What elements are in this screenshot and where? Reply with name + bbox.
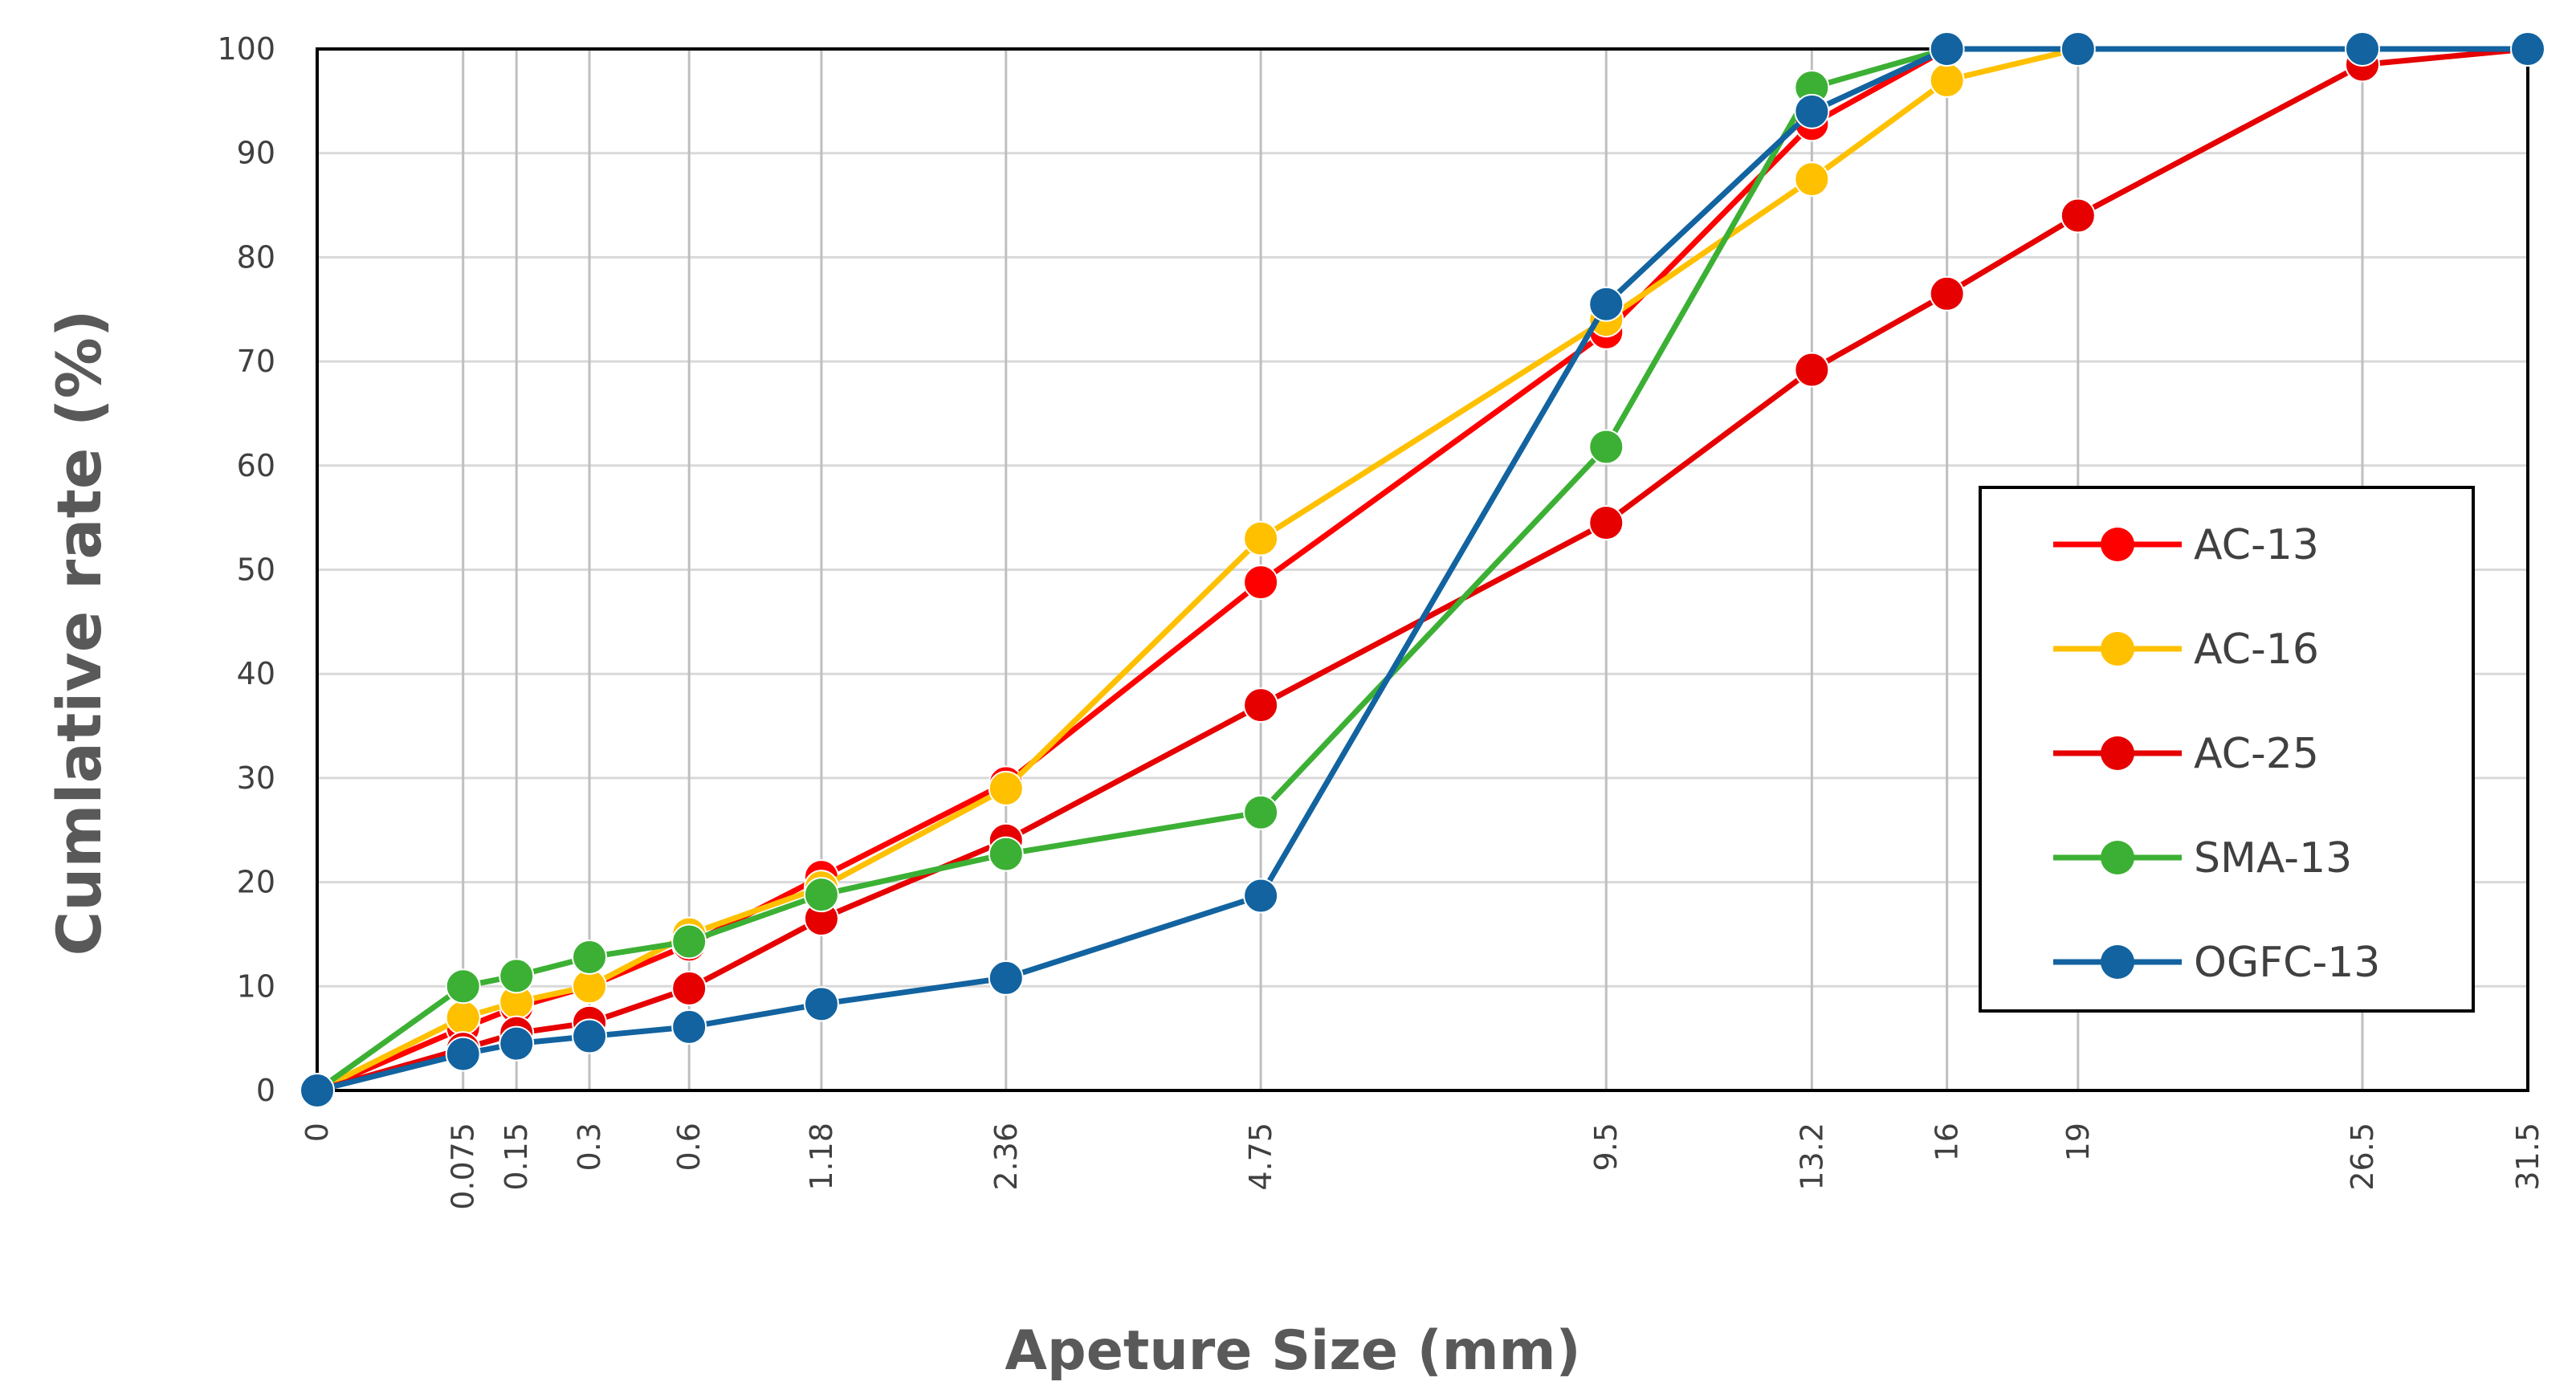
- data-point: [1243, 520, 1279, 556]
- legend-marker: [2101, 736, 2134, 770]
- data-point: [1588, 429, 1624, 465]
- data-point: [1929, 275, 1965, 312]
- y-tick-label: 40: [237, 656, 275, 691]
- x-tick-label: 0.15: [499, 1123, 534, 1191]
- legend-marker: [2101, 632, 2134, 666]
- legend-entry: AC-13: [2053, 521, 2319, 569]
- data-point: [2060, 198, 2096, 234]
- x-tick-label: 31.5: [2510, 1123, 2545, 1191]
- axes: [316, 47, 2529, 1092]
- x-tick-label: 0.3: [572, 1123, 607, 1171]
- y-tick-label: 90: [237, 136, 275, 171]
- x-tick-label: 4.75: [1243, 1123, 1278, 1191]
- legend-label: SMA-13: [2194, 834, 2352, 882]
- plot-area-border: [316, 47, 2529, 1092]
- data-point: [803, 986, 839, 1022]
- data-point: [671, 970, 707, 1006]
- x-tick-label: 0: [300, 1123, 335, 1142]
- data-point: [572, 1018, 608, 1054]
- y-tick-label: 30: [237, 760, 275, 796]
- series-ogfc-13: [300, 31, 2545, 1108]
- legend-entry: SMA-13: [2053, 834, 2352, 882]
- x-tick-label: 9.5: [1588, 1123, 1624, 1171]
- legend-label: AC-13: [2194, 521, 2319, 569]
- y-tick-label: 100: [217, 31, 275, 67]
- x-tick-label: 26.5: [2345, 1123, 2380, 1191]
- data-point: [1794, 352, 1830, 388]
- data-point: [988, 770, 1024, 806]
- y-tick-label: 0: [256, 1073, 275, 1108]
- data-point: [2060, 31, 2096, 67]
- x-tick-label: 2.36: [988, 1123, 1024, 1191]
- data-point: [2344, 31, 2380, 67]
- y-tick-label: 70: [237, 344, 275, 379]
- data-point: [988, 960, 1024, 996]
- data-point: [445, 1000, 481, 1036]
- x-tick-label: 1.18: [804, 1123, 839, 1191]
- legend-entry: OGFC-13: [2053, 939, 2380, 987]
- x-axis-title: Apeture Size (mm): [1005, 1319, 1580, 1383]
- data-point: [1243, 794, 1279, 830]
- legend-marker: [2101, 841, 2134, 874]
- data-point: [1794, 93, 1830, 129]
- data-point: [1588, 505, 1624, 541]
- data-point: [1929, 62, 1965, 98]
- y-tick-label: 60: [237, 448, 275, 483]
- y-tick-label: 20: [237, 865, 275, 900]
- legend-marker: [2101, 528, 2134, 561]
- x-tick-label: 0.075: [446, 1123, 481, 1210]
- data-point: [300, 1073, 335, 1108]
- x-tick-labels: 0 0.075 0.15 0.3 0.6 1.18 2.36 4.75 9.5 13.2 16 19 2…: [300, 1123, 2545, 1210]
- legend-marker: [2101, 945, 2134, 979]
- data-point: [1929, 31, 1965, 67]
- data-point: [445, 1036, 481, 1072]
- data-point: [1243, 878, 1279, 914]
- legend-entry: AC-25: [2053, 730, 2319, 778]
- y-tick-label: 10: [237, 968, 275, 1004]
- series-group: [300, 31, 2545, 1108]
- legend-label: AC-25: [2194, 730, 2319, 778]
- data-point: [671, 1009, 707, 1045]
- data-point: [1243, 564, 1279, 601]
- legend-label: OGFC-13: [2194, 939, 2380, 987]
- data-point: [1243, 687, 1279, 723]
- data-point: [1794, 161, 1830, 198]
- data-point: [988, 836, 1024, 872]
- legend-entry: AC-16: [2053, 626, 2319, 674]
- x-tick-label: 0.6: [671, 1123, 707, 1171]
- data-point: [2510, 31, 2545, 67]
- y-tick-label: 50: [237, 552, 275, 588]
- x-tick-label: 19: [2060, 1123, 2096, 1161]
- y-axis-title: Cumlative rate (%): [43, 309, 115, 956]
- data-point: [1588, 286, 1624, 322]
- data-point: [803, 877, 839, 913]
- y-tick-labels: 0 10 20 30 40 50 60 70 80 90 100: [217, 31, 275, 1108]
- x-tick-label: 13.2: [1794, 1123, 1829, 1191]
- data-point: [499, 1025, 535, 1062]
- data-point: [499, 958, 535, 994]
- legend-label: AC-16: [2194, 626, 2319, 674]
- data-point: [572, 939, 608, 975]
- data-point: [445, 968, 481, 1005]
- x-tick-label: 16: [1930, 1123, 1965, 1161]
- legend: AC-13 AC-16 AC-25 SMA-13 OGFC-13: [1979, 486, 2475, 1013]
- legend-box: [1979, 486, 2475, 1013]
- data-point: [671, 923, 707, 960]
- y-tick-label: 80: [237, 239, 275, 275]
